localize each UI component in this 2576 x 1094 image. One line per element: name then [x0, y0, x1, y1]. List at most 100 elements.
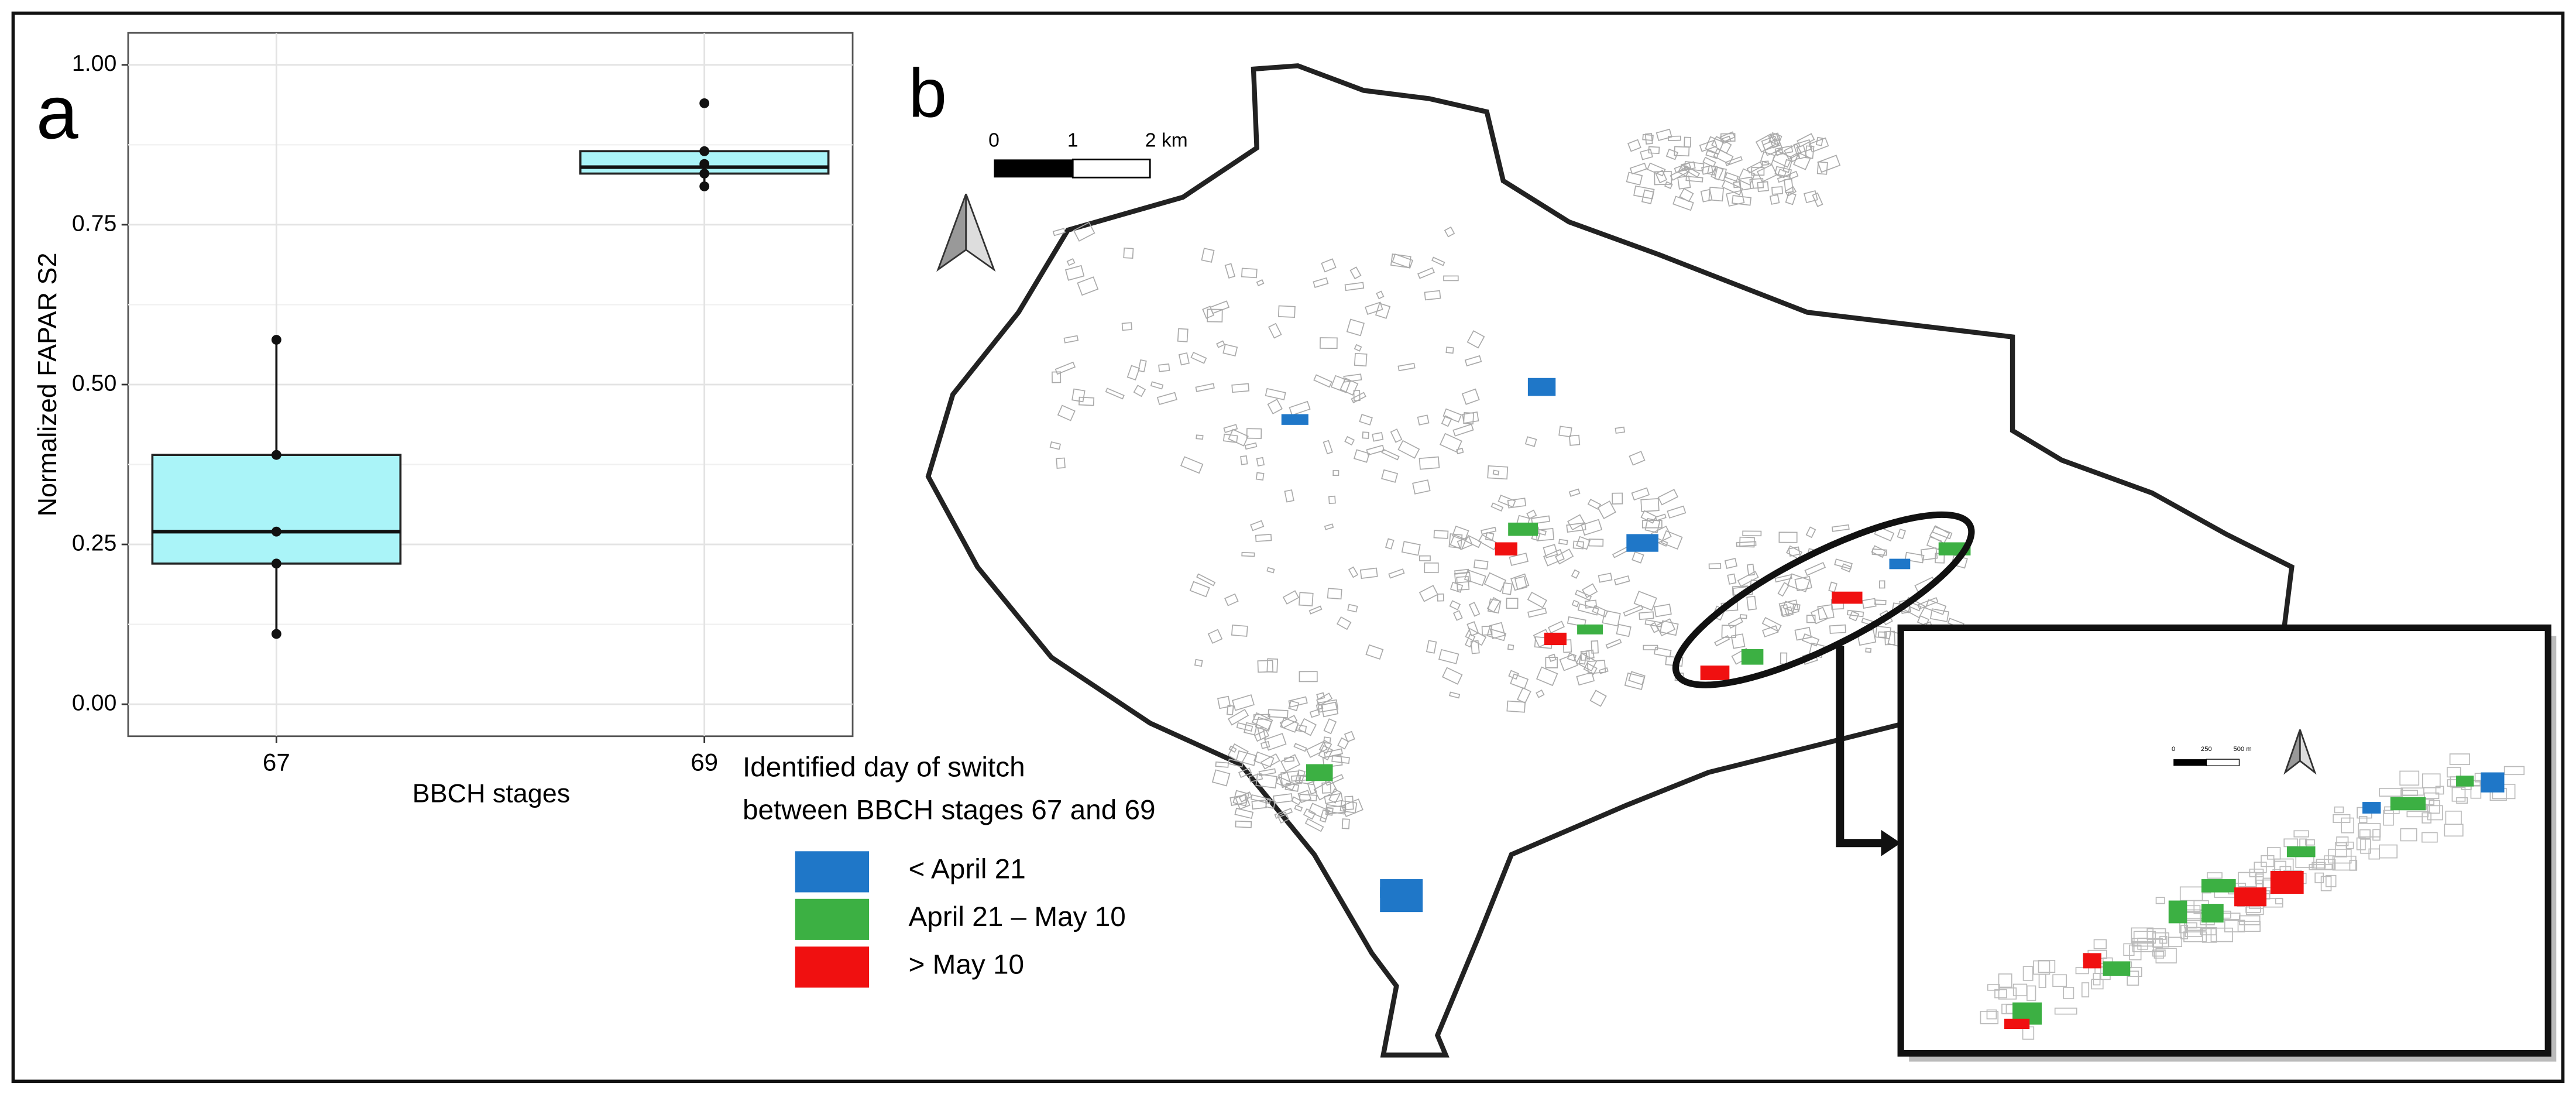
field [2254, 862, 2267, 873]
data-point [271, 335, 281, 345]
field [1365, 644, 1384, 660]
field [1778, 599, 1799, 616]
field [1327, 588, 1342, 600]
field [1578, 652, 1588, 665]
field [1633, 591, 1657, 611]
field [1323, 440, 1333, 455]
field [1381, 448, 1400, 461]
field [1784, 178, 1794, 193]
field [1629, 162, 1647, 175]
field [1057, 404, 1076, 421]
x-tick-label: 67 [263, 749, 290, 776]
field [2127, 970, 2139, 986]
field [1150, 381, 1164, 390]
data-point [699, 159, 710, 169]
field [2449, 753, 2470, 765]
field [1627, 139, 1641, 152]
field [1517, 687, 1531, 704]
field [1452, 423, 1474, 437]
field [1470, 640, 1480, 654]
field [1255, 472, 1265, 481]
field [1572, 540, 1584, 550]
field [1492, 469, 1500, 476]
field [1679, 188, 1694, 203]
field [1761, 160, 1769, 166]
field-highlight [1577, 624, 1603, 635]
field [1354, 344, 1362, 352]
field [1655, 170, 1668, 184]
field [1804, 561, 1826, 576]
field [1322, 754, 1343, 768]
field [1473, 559, 1489, 570]
y-axis-label: Normalized FAPAR S2 [32, 253, 62, 517]
field [1317, 699, 1339, 713]
field [1631, 487, 1650, 501]
field [1299, 671, 1318, 683]
field [1514, 575, 1527, 591]
field [1793, 152, 1811, 170]
field [2123, 943, 2135, 956]
field [2456, 797, 2468, 804]
y-tick-label: 0.25 [72, 530, 116, 555]
field [2091, 979, 2104, 990]
field [1746, 564, 1755, 576]
field [1236, 722, 1253, 732]
field-highlight [2286, 846, 2316, 858]
field [1071, 388, 1086, 403]
field [2238, 872, 2257, 887]
field [1328, 788, 1342, 804]
field [1241, 268, 1258, 279]
field [1815, 136, 1823, 146]
field [1640, 498, 1660, 512]
field [1929, 525, 1950, 544]
y-tick-label: 0.50 [72, 370, 116, 396]
field [1788, 170, 1799, 180]
field [1490, 502, 1504, 512]
inset-scale-label: 0 [2172, 746, 2175, 753]
zoom-ellipse [1672, 511, 1975, 688]
field [1412, 479, 1431, 495]
field [1592, 605, 1609, 618]
field [1536, 666, 1558, 687]
field [2207, 872, 2223, 879]
field [1063, 335, 1079, 344]
field [1707, 164, 1717, 176]
inset-frame [1897, 624, 2551, 1057]
field [1714, 635, 1730, 647]
legend-title: between BBCH stages 67 and 69 [743, 795, 1156, 826]
field [2422, 832, 2438, 843]
field [1633, 185, 1655, 200]
field [1105, 387, 1125, 400]
field [1304, 818, 1324, 832]
field [1231, 624, 1248, 637]
field [1313, 277, 1329, 288]
field [1180, 456, 1204, 474]
field [1464, 569, 1486, 587]
field [1392, 253, 1414, 269]
field [1375, 303, 1391, 319]
field [1448, 533, 1463, 549]
field [1323, 736, 1331, 744]
field [1229, 794, 1247, 806]
field [1450, 534, 1467, 550]
field [1313, 374, 1332, 388]
field [1246, 428, 1262, 439]
field [1308, 605, 1323, 615]
field [1805, 526, 1816, 539]
field [1349, 266, 1362, 280]
field [1273, 793, 1293, 804]
field [1597, 500, 1616, 519]
field [2093, 939, 2107, 949]
field-highlight [2103, 961, 2131, 976]
field [1390, 428, 1403, 443]
field [1194, 659, 1203, 667]
field [1207, 629, 1223, 644]
field [2237, 921, 2261, 932]
field [1660, 620, 1679, 636]
field [1280, 717, 1299, 733]
field [1224, 263, 1236, 279]
field [1359, 414, 1373, 426]
field [1502, 582, 1513, 595]
field [1510, 673, 1529, 690]
field [1449, 691, 1461, 699]
